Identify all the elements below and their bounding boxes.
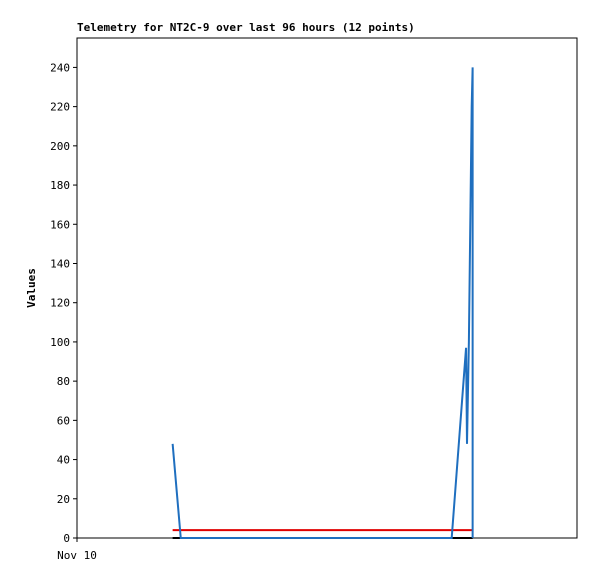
plot-frame <box>76 37 578 539</box>
x-tick-label: Nov 10 <box>57 549 97 562</box>
y-tick-label: 180 <box>50 179 70 192</box>
chart-title: Telemetry for NT2C-9 over last 96 hours … <box>77 21 415 34</box>
y-tick-label: 220 <box>50 101 70 114</box>
y-tick-label: 80 <box>57 375 70 388</box>
y-tick-label: 200 <box>50 140 70 153</box>
y-tick-label: 240 <box>50 61 70 74</box>
y-tick-label: 100 <box>50 336 70 349</box>
y-tick-label: 20 <box>57 493 70 506</box>
series-line <box>171 67 474 539</box>
y-tick-label: 0 <box>63 532 70 545</box>
y-tick-label: 120 <box>50 297 70 310</box>
y-axis-label: Values <box>25 268 38 308</box>
y-tick-label: 60 <box>57 414 70 427</box>
y-tick-label: 160 <box>50 218 70 231</box>
y-tick-label: 140 <box>50 257 70 270</box>
y-tick-label: 40 <box>57 454 70 467</box>
